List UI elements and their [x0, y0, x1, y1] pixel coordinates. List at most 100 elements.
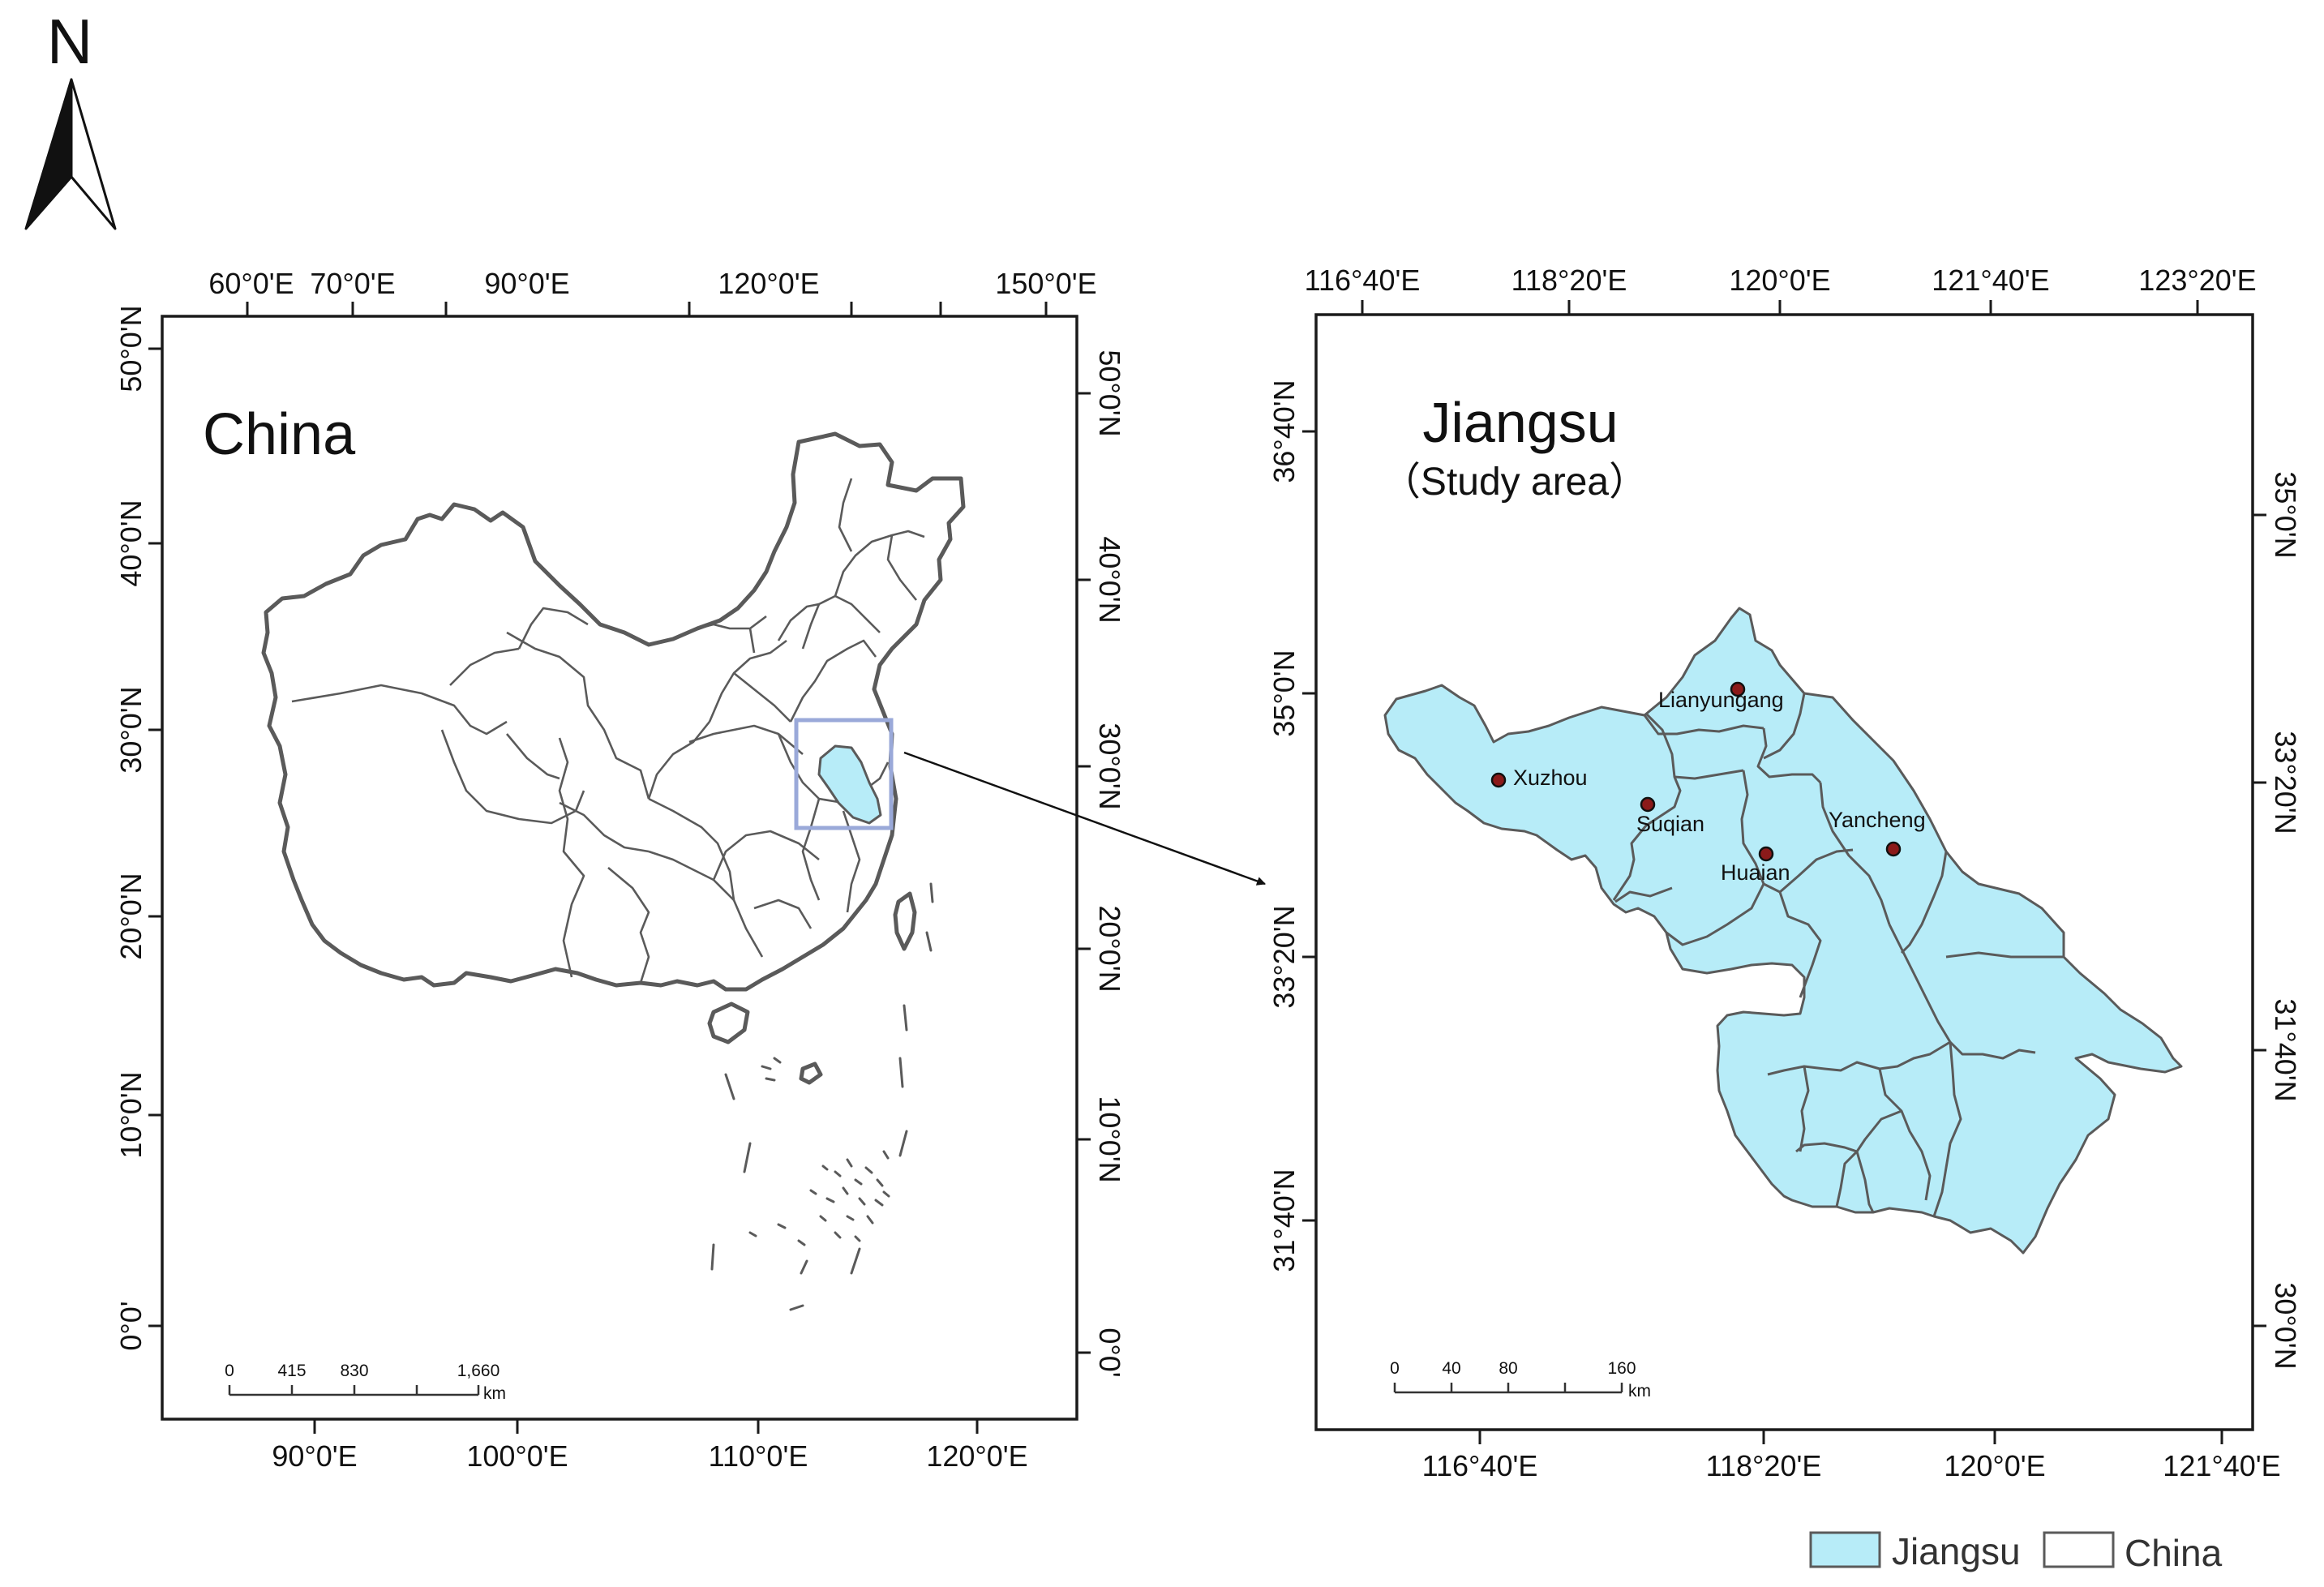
jiangsu-left-tick-label: 35°0'N [1267, 650, 1301, 736]
jiangsu-right-tick-label: 33°20'N [2269, 731, 2302, 834]
jiangsu-scale-label: 160 [1607, 1359, 1636, 1378]
china-provincial-boundaries [291, 478, 925, 984]
china-bottom-tick-label: 120°0'E [926, 1439, 1027, 1473]
jiangsu-map-subtitle: （Study area） [1382, 461, 1648, 504]
china-left-tick-label: 0°0' [114, 1301, 148, 1350]
china-right-tick-label: 20°0'N [1093, 905, 1126, 992]
china-right-tick-label: 50°0'N [1093, 350, 1126, 436]
legend-swatch-jiangsu [1809, 1531, 1881, 1568]
jiangsu-right-tick-label: 30°0'N [2269, 1282, 2302, 1369]
jiangsu-scale-label: 40 [1442, 1359, 1460, 1378]
jiangsu-bottom-tick-label: 116°40'E [1422, 1449, 1538, 1482]
jiangsu-right-tick-label: 35°0'N [2269, 471, 2302, 558]
china-jiangsu-region [817, 744, 882, 825]
china-right-tick-label: 30°0'N [1093, 723, 1126, 809]
jiangsu-scale-unit: km [1628, 1382, 1651, 1400]
jiangsu-right-ticks: 35°0'N 33°20'N 31°40'N 30°0'N [2253, 471, 2302, 1370]
city-marker [1885, 841, 1902, 857]
jiangsu-right-tick-label: 31°40'N [2269, 998, 2302, 1101]
china-map-title: China [203, 402, 356, 467]
city-label: Xuzhou [1513, 766, 1588, 790]
legend-label-jiangsu: Jiangsu [1892, 1530, 2021, 1572]
north-arrow-label: N [47, 6, 92, 77]
city-marker [1640, 796, 1656, 813]
city-marker [1730, 681, 1746, 697]
taiwan-island [893, 891, 917, 951]
china-map-frame [161, 315, 1078, 1421]
china-top-tick-label: 60°0'E [208, 267, 294, 300]
china-left-tick-label: 20°0'N [114, 873, 148, 959]
jiangsu-scale-bar: 0 40 80 160 km [1390, 1359, 1651, 1400]
jiangsu-bottom-tick-label: 121°40'E [2163, 1449, 2280, 1482]
jiangsu-map-frame [1314, 313, 2254, 1431]
city-label: Yancheng [1829, 808, 1926, 832]
city-label: Huaian [1721, 860, 1790, 885]
legend-label-china: China [2125, 1532, 2223, 1574]
china-bottom-ticks: 90°0'E 100°0'E 110°0'E 120°0'E [272, 1419, 1028, 1473]
city-yancheng: Yancheng [1829, 808, 1926, 857]
jiangsu-top-ticks: 116°40'E 118°20'E 120°0'E 121°40'E 123°2… [1305, 264, 2257, 315]
jiangsu-map-panel: 116°40'E 118°20'E 120°0'E 121°40'E 123°2… [1267, 264, 2302, 1482]
jiangsu-top-tick-label: 121°40'E [1932, 264, 2049, 297]
city-xuzhou: Xuzhou [1490, 766, 1588, 790]
china-scale-label: 830 [340, 1362, 368, 1380]
north-arrow: N [24, 6, 117, 230]
china-scale-label: 0 [225, 1362, 234, 1380]
city-label: Suqian [1636, 812, 1704, 836]
china-bottom-tick-label: 110°0'E [709, 1439, 808, 1473]
jiangsu-left-tick-label: 36°40'N [1267, 380, 1301, 483]
jiangsu-bottom-tick-label: 118°20'E [1706, 1449, 1822, 1482]
china-right-tick-label: 40°0'N [1093, 536, 1126, 623]
jiangsu-top-tick-label: 123°20'E [2138, 264, 2256, 297]
city-label: Lianyungang [1658, 688, 1784, 712]
jiangsu-province [1383, 607, 2183, 1255]
china-top-tick-label: 90°0'E [484, 267, 569, 300]
city-marker [1490, 772, 1507, 788]
jiangsu-left-tick-label: 33°20'N [1267, 905, 1301, 1008]
jiangsu-bottom-tick-label: 120°0'E [1944, 1449, 2045, 1482]
china-top-tick-label: 150°0'E [995, 267, 1096, 300]
china-bottom-tick-label: 90°0'E [272, 1439, 357, 1473]
jiangsu-left-tick-label: 31°40'N [1267, 1169, 1301, 1272]
china-top-tick-label: 70°0'E [310, 267, 395, 300]
china-left-ticks: 50°0'N 40°0'N 30°0'N 20°0'N 10°0'N 0°0' [114, 305, 162, 1351]
china-left-tick-label: 40°0'N [114, 500, 148, 586]
china-bottom-tick-label: 100°0'E [466, 1439, 568, 1473]
china-scale-label: 415 [277, 1362, 306, 1380]
china-right-tick-label: 0°0' [1093, 1328, 1126, 1377]
hainan-island [707, 1002, 750, 1044]
china-right-ticks: 50°0'N 40°0'N 30°0'N 20°0'N 10°0'N 0°0' [1077, 350, 1126, 1378]
china-top-tick-label: 120°0'E [718, 267, 819, 300]
jiangsu-scale-label: 80 [1499, 1359, 1517, 1378]
legend-swatch-china [2043, 1531, 2115, 1568]
china-map-panel: 60°0'E 70°0'E 90°0'E 120°0'E 150°0'E 90°… [114, 267, 1126, 1473]
china-right-tick-label: 10°0'N [1093, 1096, 1126, 1182]
city-suqian: Suqian [1636, 796, 1704, 836]
china-left-tick-label: 10°0'N [114, 1071, 148, 1158]
jiangsu-map-title: Jiangsu [1422, 391, 1618, 454]
inset-box [794, 718, 894, 830]
china-scale-label: 1,660 [457, 1362, 500, 1380]
jiangsu-top-tick-label: 118°20'E [1511, 264, 1627, 297]
jiangsu-bottom-ticks: 116°40'E 118°20'E 120°0'E 121°40'E [1422, 1430, 2281, 1482]
north-arrow-left-half [24, 78, 73, 230]
china-left-tick-label: 50°0'N [114, 305, 148, 392]
south-china-sea-islands [710, 882, 934, 1311]
jiangsu-scale-label: 0 [1390, 1359, 1400, 1378]
jiangsu-top-tick-label: 120°0'E [1729, 264, 1830, 297]
city-lianyungang: Lianyungang [1658, 681, 1784, 712]
north-arrow-right-half [70, 78, 117, 230]
jiangsu-prefecture-boundaries [1612, 693, 2064, 1217]
zoom-arrow [903, 751, 1267, 886]
china-left-tick-label: 30°0'N [114, 686, 148, 773]
china-scale-unit: km [483, 1384, 506, 1403]
city-huaian: Huaian [1721, 846, 1790, 885]
legend: Jiangsu China [1809, 1530, 2223, 1574]
china-outline [261, 431, 966, 992]
china-top-ticks: 60°0'E 70°0'E 90°0'E 120°0'E 150°0'E [208, 267, 1097, 316]
china-scale-bar: 0 415 830 1,660 km [225, 1362, 506, 1403]
jiangsu-top-tick-label: 116°40'E [1305, 264, 1421, 297]
city-marker [1758, 846, 1774, 862]
jiangsu-left-ticks: 36°40'N 35°0'N 33°20'N 31°40'N [1267, 380, 1316, 1272]
